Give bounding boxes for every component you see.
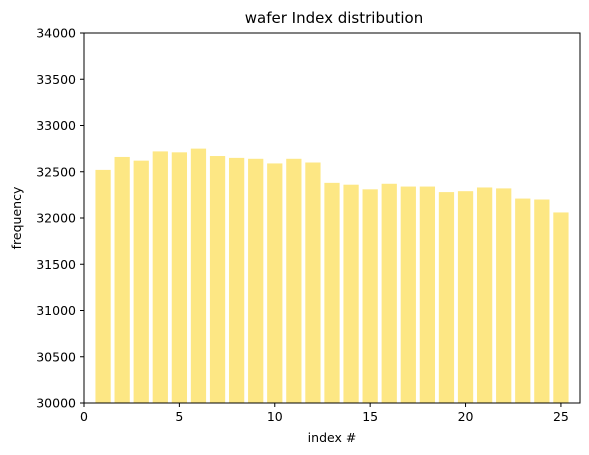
y-tick-label: 32500 bbox=[36, 164, 76, 179]
y-axis-ticks: 30000 30500 31000 31500 32000 32500 33000 33500… bbox=[36, 26, 84, 411]
y-tick-label: 30500 bbox=[36, 349, 76, 364]
bar-index-8 bbox=[228, 157, 245, 403]
bar-index-2 bbox=[114, 156, 130, 403]
y-tick-label: 31000 bbox=[36, 303, 76, 318]
bar-index-3 bbox=[133, 160, 149, 403]
bar-index-22 bbox=[496, 188, 512, 403]
x-tick-label: 20 bbox=[458, 409, 474, 424]
bar-index-16 bbox=[381, 183, 397, 403]
x-axis-label: index # bbox=[308, 430, 357, 445]
bar-index-14 bbox=[343, 184, 359, 403]
y-tick-label: 33500 bbox=[36, 72, 76, 87]
y-tick-label: 32000 bbox=[36, 211, 76, 226]
bars-group bbox=[95, 148, 569, 403]
bar-index-24 bbox=[534, 199, 550, 403]
axes-frame bbox=[83, 32, 581, 404]
bar-index-11 bbox=[286, 158, 302, 403]
bar-index-1 bbox=[95, 169, 111, 403]
x-tick-label: 5 bbox=[175, 409, 183, 424]
bar-index-18 bbox=[419, 186, 436, 403]
bar-index-13 bbox=[324, 182, 340, 403]
bar-index-12 bbox=[305, 162, 321, 403]
bar-index-10 bbox=[267, 163, 283, 403]
x-tick-label: 0 bbox=[80, 409, 88, 424]
y-tick-label: 30000 bbox=[36, 396, 76, 411]
bar-index-7 bbox=[209, 156, 226, 403]
bar-index-15 bbox=[362, 189, 378, 403]
bar-index-5 bbox=[171, 152, 188, 403]
bar-index-20 bbox=[457, 191, 474, 403]
y-tick-label: 33000 bbox=[36, 118, 76, 133]
x-tick-label: 25 bbox=[553, 409, 569, 424]
x-axis-ticks: 0 5 10 15 20 25 bbox=[80, 403, 569, 424]
y-tick-label: 31500 bbox=[36, 257, 76, 272]
bar-index-19 bbox=[438, 192, 455, 403]
bar-index-17 bbox=[400, 186, 416, 403]
bar-index-6 bbox=[190, 148, 207, 403]
bar-index-23 bbox=[515, 198, 531, 403]
bar-index-9 bbox=[248, 158, 264, 403]
x-tick-label: 15 bbox=[362, 409, 378, 424]
y-tick-label: 34000 bbox=[36, 26, 76, 41]
y-axis-label: frequency bbox=[9, 186, 24, 249]
chart-title: wafer Index distribution bbox=[245, 9, 423, 27]
x-tick-label: 10 bbox=[267, 409, 283, 424]
bar-index-25 bbox=[553, 212, 569, 403]
bar-index-21 bbox=[476, 187, 493, 403]
bar-index-4 bbox=[152, 151, 168, 403]
